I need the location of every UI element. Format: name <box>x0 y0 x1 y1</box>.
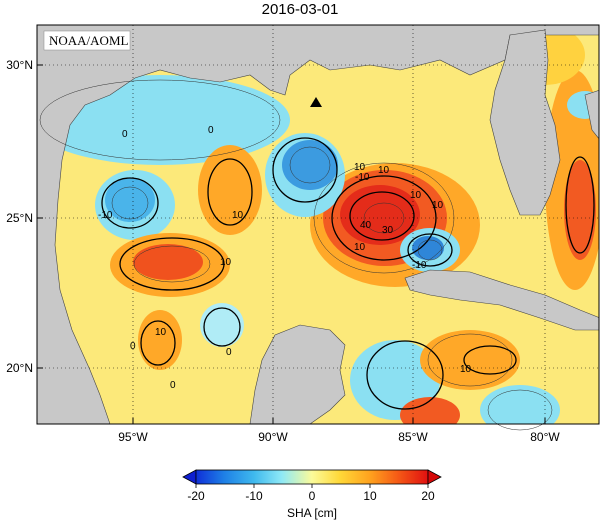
contour-label: 10 <box>232 210 244 221</box>
land-florida <box>489 29 561 216</box>
credit-label: NOAA/AOML <box>49 33 129 48</box>
anomaly-pos <box>564 160 596 260</box>
contour-label: 10 <box>378 165 390 176</box>
anomaly-pos <box>400 397 460 424</box>
colorbar-high-arrow <box>427 469 442 485</box>
anomaly-neg <box>480 385 560 424</box>
colorbar-tick: 0 <box>309 489 316 503</box>
contour-label: 10 <box>220 257 232 268</box>
contour-label: 0 <box>226 347 232 358</box>
contour-label: 30 <box>382 225 394 236</box>
anomaly-neg <box>282 140 338 190</box>
contour-label: 10 <box>460 364 472 375</box>
colorbar-title: SHA [cm] <box>287 506 337 520</box>
lon-label: 90°W <box>258 430 288 444</box>
land-yucatan <box>249 324 346 424</box>
contour-label: -10 <box>98 210 113 221</box>
land-bahamas <box>584 90 599 140</box>
contour-label: 10 <box>354 162 366 173</box>
anomaly-pos <box>133 244 203 280</box>
station-marker-icon <box>310 97 322 107</box>
contour-label: 0 <box>170 380 176 391</box>
lon-label: 85°W <box>398 430 428 444</box>
anomaly-pos <box>420 330 520 390</box>
anomaly-neg <box>105 178 155 222</box>
lat-label: 20°N <box>6 361 33 375</box>
contour-labels: 0 0 0 0 0 10 10 10 10 10 10 10 10 -10 -1… <box>98 125 472 391</box>
lon-label: 80°W <box>530 430 560 444</box>
map-field <box>37 25 599 424</box>
credit-box <box>43 30 131 51</box>
lat-label: 30°N <box>6 58 33 72</box>
land-cuba <box>404 269 599 331</box>
contour-label: 40 <box>360 220 372 231</box>
map-title: 2016-03-01 <box>261 1 339 18</box>
colorbar-tick: -10 <box>245 489 263 503</box>
map-frame <box>36 24 600 425</box>
colorbar-tick: -20 <box>187 489 205 503</box>
contour-label: -10 <box>355 172 370 183</box>
contour-label: 10 <box>354 242 366 253</box>
contour-label: 10 <box>410 190 422 201</box>
axis-ticks <box>37 64 546 424</box>
colorbar: -20 -10 0 10 20 SHA [cm] <box>182 469 442 520</box>
gridlines <box>37 25 599 424</box>
lon-label: 95°W <box>118 430 148 444</box>
anomaly-neg <box>200 303 244 347</box>
contour-label: -10 <box>412 260 427 271</box>
contour-label: 10 <box>432 200 444 211</box>
contour-label: 10 <box>155 327 167 338</box>
colorbar-tick: 10 <box>363 489 377 503</box>
anomaly-pos <box>340 185 420 245</box>
colorbar-tick: 20 <box>421 489 435 503</box>
lat-label: 25°N <box>6 211 33 225</box>
anomaly-neg <box>412 236 444 260</box>
colorbar-low-arrow <box>182 469 197 485</box>
anomaly-pos <box>198 145 262 235</box>
colorbar-ramp <box>195 469 429 485</box>
contour-label: 0 <box>130 341 136 352</box>
contour-label: 0 <box>122 129 128 140</box>
contour-label: 0 <box>208 125 214 136</box>
